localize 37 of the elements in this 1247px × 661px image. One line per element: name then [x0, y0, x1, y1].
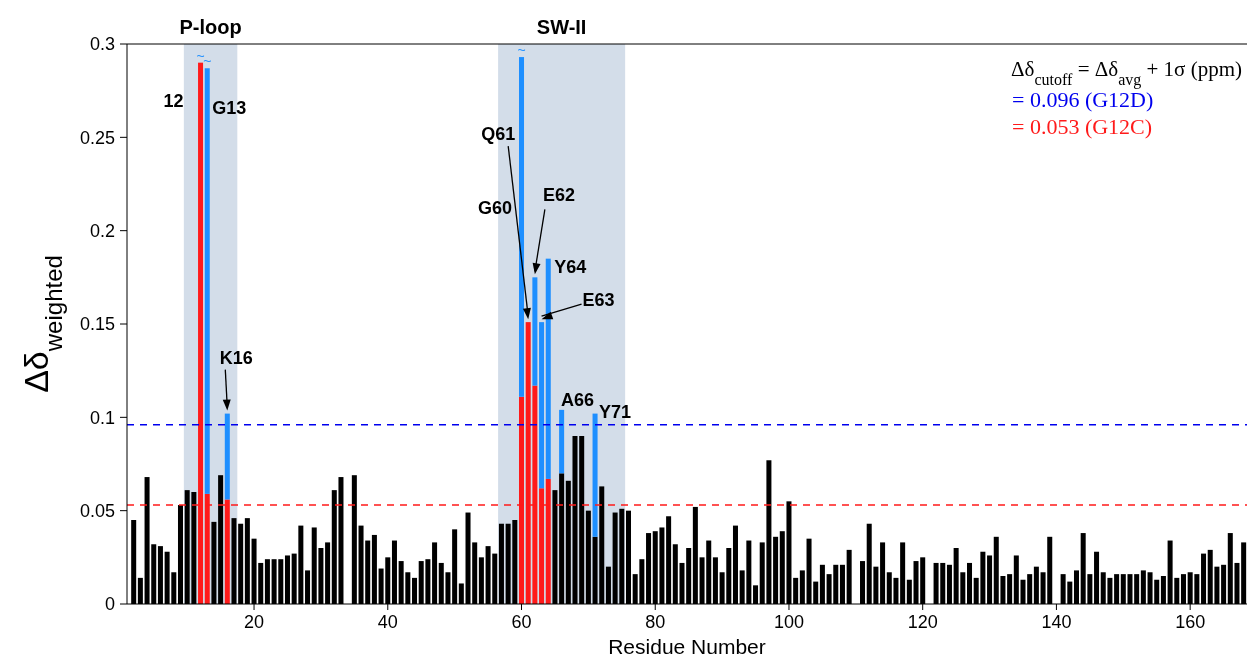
annotation: Δδ$_{cutoff}$ = Δδ$_{avg}$ + 1σ (ppm) [1011, 57, 1243, 89]
x-tick-label: 140 [1041, 612, 1072, 632]
annotation: K16 [219, 347, 253, 368]
y-tick-label: 0.1 [89, 407, 115, 428]
annotation: A66 [561, 389, 595, 410]
x-tick-label: 100 [773, 612, 804, 632]
x-axis-title: Residue Number [608, 635, 766, 658]
annotation: 12 [163, 90, 184, 111]
y-tick-label: 0.25 [79, 127, 115, 148]
annotation: ~ [196, 47, 205, 64]
y-tick-label: 0.2 [89, 220, 115, 241]
band-label: SW-II [536, 16, 587, 38]
annotation: Q61 [481, 124, 516, 145]
annotation: E62 [542, 185, 575, 206]
annotation: ~ [517, 42, 526, 59]
annotation: E63 [582, 290, 615, 311]
ref-line-label: = 0.053 (G12C) [1012, 114, 1153, 139]
bar [204, 68, 210, 494]
x-tick-label: 80 [645, 612, 666, 632]
y-tick-label: 0.3 [89, 34, 115, 55]
y-tick-label: 0.05 [79, 500, 115, 521]
annotation: Y71 [599, 401, 632, 422]
bar [592, 413, 598, 537]
x-tick-label: 160 [1175, 612, 1206, 632]
x-tick-label: 120 [907, 612, 938, 632]
x-tick-label: 40 [377, 612, 398, 632]
annotation: Y64 [554, 256, 587, 277]
x-tick-label: 20 [244, 612, 265, 632]
bar [519, 57, 525, 397]
bar [559, 409, 565, 474]
y-tick-label: 0.15 [79, 314, 115, 335]
x-tick-label: 60 [511, 612, 532, 632]
band-label: P-loop [179, 16, 242, 38]
annotation: ~ [203, 53, 212, 70]
y-tick-label: 0 [104, 594, 115, 615]
annotation: G60 [477, 198, 512, 218]
annotation: G13 [212, 98, 247, 119]
